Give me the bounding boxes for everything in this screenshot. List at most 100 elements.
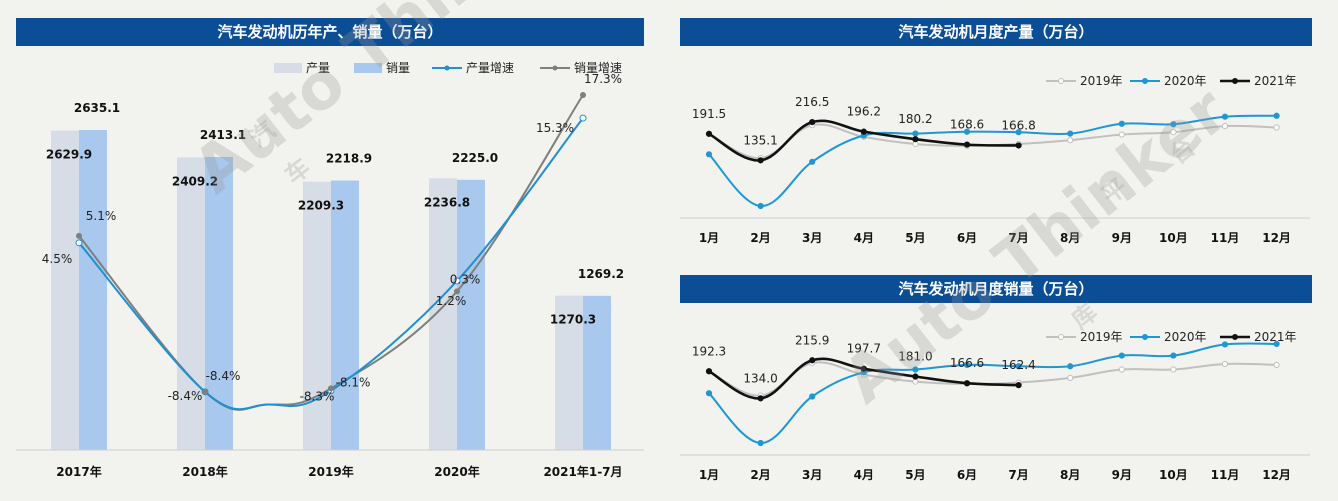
series-point	[860, 365, 867, 372]
series-point	[963, 361, 971, 368]
legend-sales-growth-label: 销量增速	[574, 61, 622, 75]
bar-sales	[331, 180, 359, 450]
series-point	[1015, 142, 1022, 149]
data-label: 216.5	[795, 95, 829, 109]
series-point	[1118, 366, 1125, 373]
series-point	[757, 439, 764, 447]
prod-value-label: 2629.9	[46, 148, 92, 162]
series-point	[757, 395, 764, 402]
legend-marker	[1232, 334, 1238, 340]
series-point	[1170, 121, 1177, 128]
legend-marker	[1142, 334, 1148, 340]
series-point	[1118, 352, 1125, 359]
series-point	[1221, 113, 1229, 120]
series-point	[1273, 124, 1280, 131]
sales-value-label: 2225.0	[452, 151, 498, 165]
series-line-2019年	[708, 361, 1277, 397]
data-label: 180.2	[898, 112, 932, 126]
bar-prod	[51, 130, 79, 450]
prod-value-label: 2209.3	[298, 199, 344, 213]
x-tick-label: 10月	[1159, 231, 1188, 245]
series-point	[1170, 366, 1177, 373]
bar-sales	[79, 130, 107, 450]
series-point	[1015, 129, 1022, 136]
bar-prod	[303, 181, 331, 450]
series-point	[705, 368, 713, 375]
monthly-sales-title: 汽车发动机月度销量（万台）	[680, 275, 1312, 303]
legend-label: 2019年	[1080, 74, 1123, 88]
x-tick-label: 2017年	[56, 464, 101, 479]
watermark-char: 汽	[244, 116, 280, 153]
data-label: 192.3	[692, 344, 726, 358]
series-point	[912, 366, 919, 373]
sales-value-label: 2218.9	[326, 152, 372, 166]
series-point	[963, 141, 971, 148]
series-point	[757, 157, 764, 164]
data-label: 191.5	[692, 107, 726, 121]
x-tick-label: 4月	[854, 231, 874, 245]
data-label: 134.0	[743, 371, 777, 385]
data-label: 135.1	[743, 133, 777, 147]
series-point	[1015, 382, 1022, 389]
series-point	[1221, 360, 1229, 368]
x-tick-label: 5月	[905, 231, 925, 245]
legend-sales-swatch	[354, 63, 382, 73]
annual-chart-title: 汽车发动机历年产、销量（万台）	[16, 18, 644, 46]
data-label: 196.2	[847, 105, 881, 119]
prod-growth-label: 1.2%	[436, 294, 467, 308]
watermark-char: 平	[1096, 173, 1132, 210]
prod-growth-point	[579, 114, 587, 122]
series-point	[757, 202, 764, 210]
legend-label: 2020年	[1164, 74, 1207, 88]
x-tick-label: 9月	[1112, 468, 1132, 482]
x-tick-label: 2018年	[182, 464, 227, 479]
bar-prod	[177, 157, 205, 450]
x-tick-label: 7月	[1008, 468, 1028, 482]
series-point	[860, 128, 867, 135]
x-tick-label: 9月	[1112, 231, 1132, 245]
series-point	[705, 130, 713, 137]
series-point	[705, 390, 713, 397]
sales-growth-point	[202, 388, 208, 395]
sales-value-label: 2413.1	[200, 128, 246, 142]
sales-value-label: 2635.1	[74, 101, 120, 115]
series-point	[1067, 137, 1074, 144]
series-point	[1170, 129, 1177, 136]
watermark-char: 台	[1164, 133, 1200, 170]
bar-prod	[429, 178, 457, 450]
series-point	[705, 151, 713, 158]
prod-growth-line	[78, 117, 584, 411]
data-label: 168.6	[950, 118, 984, 132]
series-point	[1015, 363, 1022, 370]
series-point	[912, 378, 919, 385]
prod-growth-label: -8.3%	[300, 390, 335, 404]
prod-growth-label: 4.5%	[42, 252, 73, 266]
legend-sales-label: 销量	[386, 61, 410, 75]
legend-marker	[1232, 78, 1238, 84]
bar-sales	[583, 295, 611, 450]
sales-value-label: 1269.2	[578, 267, 624, 281]
series-point	[1273, 361, 1280, 368]
series-point	[809, 393, 816, 400]
sales-growth-label: 17.3%	[584, 72, 622, 86]
x-tick-label: 12月	[1262, 231, 1291, 245]
series-point	[1221, 123, 1229, 130]
legend-prod-label: 产量	[306, 61, 330, 75]
legend-prod-growth-marker	[444, 65, 450, 71]
prod-growth-label: 15.3%	[536, 121, 574, 135]
x-tick-label: 6月	[957, 468, 977, 482]
x-tick-label: 3月	[802, 231, 822, 245]
series-point	[1221, 341, 1229, 348]
x-tick-label: 1月	[699, 231, 719, 245]
prod-growth-point	[453, 277, 461, 285]
series-point	[809, 119, 816, 126]
legend-label: 2019年	[1080, 330, 1123, 344]
legend-label: 2021年	[1254, 330, 1297, 344]
data-label: 166.6	[950, 356, 984, 370]
x-tick-label: 4月	[854, 468, 874, 482]
series-point	[1067, 374, 1074, 381]
data-label: 215.9	[795, 333, 829, 347]
sales-growth-point	[328, 385, 334, 392]
x-tick-label: 2019年	[308, 464, 353, 479]
